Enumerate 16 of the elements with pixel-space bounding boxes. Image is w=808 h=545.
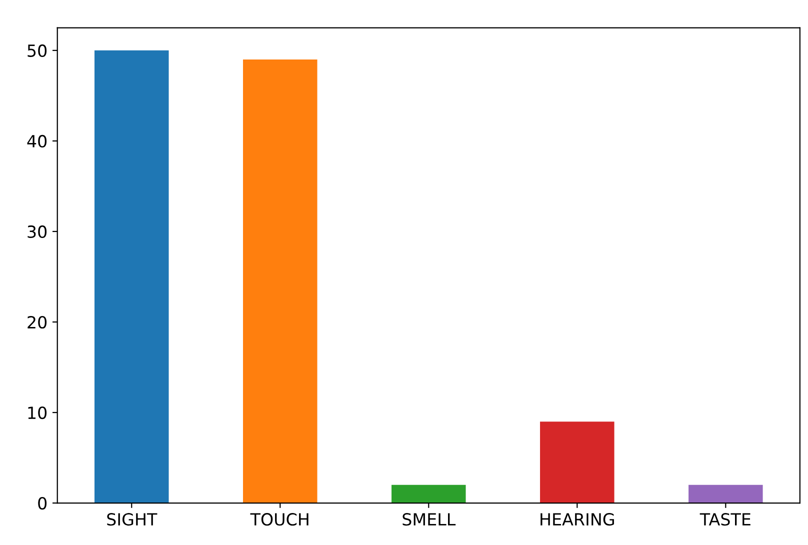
x-tick-label: SMELL	[402, 513, 456, 526]
bar	[243, 59, 318, 504]
bar	[540, 422, 614, 504]
x-tick-label: SIGHT	[107, 513, 158, 526]
y-tick-label: 20	[28, 316, 47, 329]
x-tick-label: TASTE	[700, 513, 750, 526]
bar	[94, 50, 169, 504]
y-tick-label: 30	[28, 225, 47, 238]
y-tick-label: 0	[38, 496, 47, 510]
bar	[392, 484, 466, 504]
bar	[688, 484, 763, 504]
x-tick-label: TOUCH	[250, 513, 308, 526]
x-tick-label: HEARING	[540, 513, 614, 526]
y-tick-label: 10	[28, 406, 47, 420]
y-tick-label: 50	[28, 44, 47, 57]
y-tick-label: 40	[27, 134, 47, 148]
